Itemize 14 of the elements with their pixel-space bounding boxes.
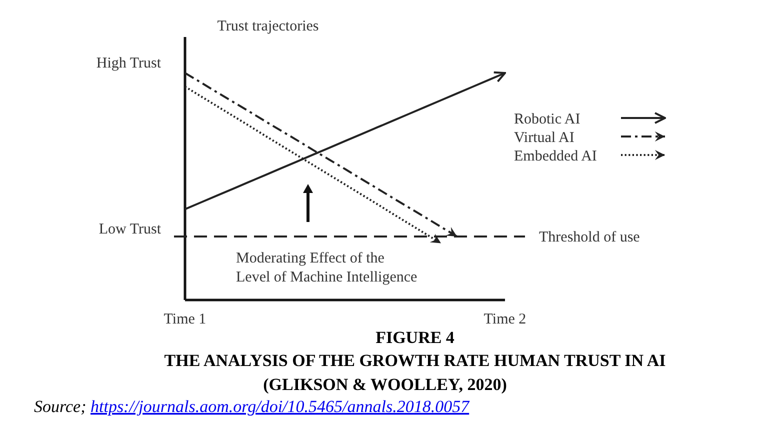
text: Virtual AI — [514, 130, 574, 146]
source-note: Source; https://journals.aom.org/doi/10.5465/annals.2018.0057 — [34, 396, 471, 416]
text: Low Trust — [98, 221, 162, 238]
text: High Trust — [96, 55, 162, 72]
text: Robotic AI — [514, 111, 580, 128]
x-tick-label: Time 2 — [484, 311, 526, 328]
annotation: Moderating Effect of the Level of Machine Intelligence — [236, 250, 418, 286]
x-tick-label: Time 1 — [164, 311, 206, 328]
chart-title: Trust trajectories — [217, 18, 319, 34]
text: (GLIKSON & WOOLLEY, 2020) — [263, 374, 507, 394]
legend-label: Embedded AI — [514, 148, 597, 164]
text: THE ANALYSIS OF THE GROWTH RATE HUMAN TRUST IN AI — [164, 350, 666, 370]
caption: FIGURE 4 — [376, 328, 455, 347]
ref-line-label: Threshold of use — [539, 230, 640, 246]
